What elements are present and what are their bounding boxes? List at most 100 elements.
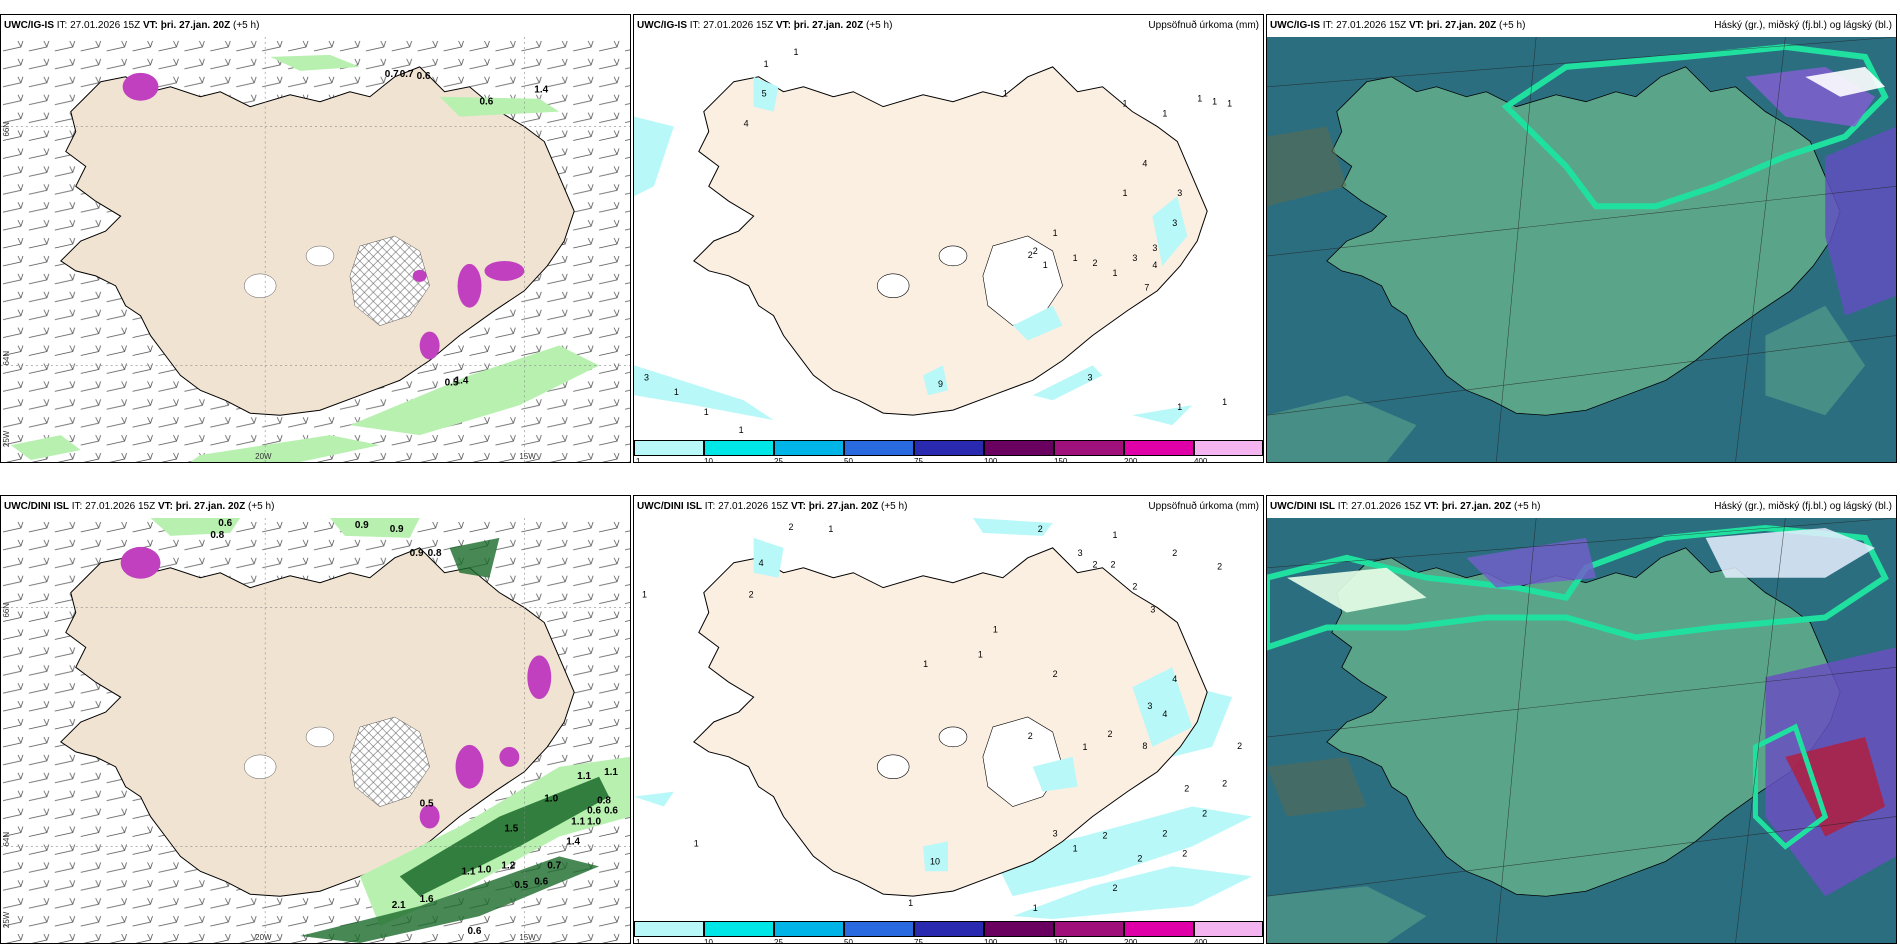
panel-header: UWC/IG-IS IT: 27.01.2026 15Z VT: þri. 27… xyxy=(634,15,1263,37)
lon-label: 15W xyxy=(519,452,536,461)
precip-label: 1 xyxy=(1053,228,1058,238)
colorbar-tick: 75 xyxy=(914,938,923,944)
precip-area xyxy=(634,365,774,421)
colorbar-swatch xyxy=(844,921,914,937)
map-area[interactable]: 1 5 4 1 1 1 1 1 1 1 4 1 3 3 3 2 1 3 2 1 … xyxy=(634,37,1263,438)
colorbar: 1 10 25 50 75 100 150 200 400 xyxy=(634,438,1263,462)
model-name: UWC/DINI ISL xyxy=(1270,501,1335,512)
header-left: UWC/IG-IS IT: 27.01.2026 15Z VT: þri. 27… xyxy=(637,20,893,31)
precip-area xyxy=(1152,196,1188,266)
precip-label: 9 xyxy=(938,379,943,389)
init-time: 27.01.2026 15Z xyxy=(718,501,789,512)
colorbar: 1 10 25 50 75 100 150 200 400 xyxy=(634,919,1263,943)
header-left: UWC/DINI ISL IT: 27.01.2026 15Z VT: þri.… xyxy=(637,501,908,512)
contour-label: 0.9 xyxy=(390,524,404,535)
map-area[interactable]: 0.6 0.8 0.9 0.9 0.9 0.8 1.1 1.0 0.8 0.6 … xyxy=(1,518,630,943)
precip-label: 1 xyxy=(1043,260,1048,270)
precip-cell xyxy=(122,72,159,101)
low-cloud xyxy=(1267,395,1417,462)
precip-label: 1 xyxy=(694,838,699,848)
contour-label: 1.4 xyxy=(534,85,548,96)
contour-label: 0.6 xyxy=(468,926,482,937)
colorbar-tick: 50 xyxy=(844,938,853,944)
colorbar-tick: 75 xyxy=(914,457,923,463)
valid-time: þri. 27.jan. 20Z xyxy=(175,501,246,512)
glacier xyxy=(938,726,968,748)
panel-dini-clouds: UWC/DINI ISL IT: 27.01.2026 15Z VT: þri.… xyxy=(1266,495,1897,944)
colorbar-tick: 50 xyxy=(844,457,853,463)
precip-band-heavy xyxy=(399,776,610,897)
header-left: UWC/IG-IS IT: 27.01.2026 15Z VT: þri. 27… xyxy=(4,20,260,31)
header-left: UWC/DINI ISL IT: 27.01.2026 15Z VT: þri.… xyxy=(1270,501,1541,512)
precip-label: 1 xyxy=(642,590,647,600)
low-cloud xyxy=(1267,126,1347,207)
colorbar-swatch xyxy=(1194,921,1263,937)
hatch-snow xyxy=(349,236,430,326)
field-title: Háský (gr.), miðský (fj.bl.) og lágský (… xyxy=(1714,501,1892,512)
contour-label: 1.4 xyxy=(566,836,580,847)
glacier xyxy=(876,754,910,779)
precip-area xyxy=(972,518,1053,536)
contour-label: 1.0 xyxy=(544,794,558,805)
colorbar-tick: 100 xyxy=(984,938,998,944)
precip-label: 2 xyxy=(1132,582,1137,592)
map-svg: 0.6 0.8 0.9 0.9 0.9 0.8 1.1 1.0 0.8 0.6 … xyxy=(1,518,630,943)
precip-label: 1 xyxy=(764,59,769,69)
precip-label: 3 xyxy=(1078,548,1083,558)
precip-label: 1 xyxy=(1122,99,1127,109)
map-area[interactable] xyxy=(1267,518,1896,943)
map-svg: 0.7 0.7 0.6 0.6 1.4 1.4 0.5 20W 15W 66N … xyxy=(1,37,630,462)
colorbar-swatch xyxy=(1124,921,1194,937)
glacier-langjokull xyxy=(243,273,277,299)
valid-time: þri. 27.jan. 20Z xyxy=(808,501,879,512)
panel-igis-precip: UWC/IG-IS IT: 27.01.2026 15Z VT: þri. 27… xyxy=(633,14,1264,463)
precip-label: 8 xyxy=(1142,741,1147,751)
contour-label: 1.1 xyxy=(604,767,618,778)
precip-label: 1 xyxy=(1073,843,1078,853)
panel-header: UWC/DINI ISL IT: 27.01.2026 15Z VT: þri.… xyxy=(634,496,1263,518)
precip-band xyxy=(190,435,380,462)
precip-label: 3 xyxy=(1172,218,1177,228)
precip-label: 4 xyxy=(1162,709,1167,719)
precip-band xyxy=(439,96,560,117)
precip-label: 2 xyxy=(1028,731,1033,741)
precip-label: 2 xyxy=(1038,524,1043,534)
precip-label: 2 xyxy=(1222,779,1227,789)
precip-label: 1 xyxy=(978,649,983,659)
panel-header: UWC/IG-IS IT: 27.01.2026 15Z VT: þri. 27… xyxy=(1267,15,1896,37)
panel-header: UWC/DINI ISL IT: 27.01.2026 15Z VT: þri.… xyxy=(1,496,630,518)
panel-dini-precip: UWC/DINI ISL IT: 27.01.2026 15Z VT: þri.… xyxy=(633,495,1264,944)
contour-label: 0.6 xyxy=(218,518,232,529)
contour-label: 0.8 xyxy=(428,548,442,559)
init-time: 27.01.2026 15Z xyxy=(1336,20,1407,31)
header-left: UWC/IG-IS IT: 27.01.2026 15Z VT: þri. 27… xyxy=(1270,20,1526,31)
hatch-snow xyxy=(349,717,430,807)
lon-label: 15W xyxy=(519,933,536,942)
precip-label: 4 xyxy=(1142,158,1147,168)
contour-label: 0.8 xyxy=(597,796,611,807)
map-area[interactable]: 2 1 4 2 1 2 1 3 2 2 2 2 2 1 3 1 1 2 4 3 … xyxy=(634,518,1263,919)
precip-cell xyxy=(457,263,482,308)
map-svg xyxy=(1267,37,1896,462)
map-area[interactable] xyxy=(1267,37,1896,462)
precip-label: 2 xyxy=(1110,560,1115,570)
field-title: Uppsöfnuð úrkoma (mm) xyxy=(1148,501,1259,512)
iceland-land xyxy=(693,66,1208,416)
map-area[interactable]: 0.7 0.7 0.6 0.6 1.4 1.4 0.5 20W 15W 66N … xyxy=(1,37,630,462)
colorbar-tick: 25 xyxy=(774,938,783,944)
valid-time: þri. 27.jan. 20Z xyxy=(793,20,864,31)
colorbar-swatch xyxy=(1054,440,1124,456)
precip-label: 4 xyxy=(1172,674,1177,684)
precip-label: 2 xyxy=(1112,883,1117,893)
contour-label: 0.7 xyxy=(547,860,561,871)
lat-label: 25W xyxy=(2,430,11,447)
precip-label: 1 xyxy=(908,898,913,908)
init-time: 27.01.2026 15Z xyxy=(85,501,156,512)
precip-cell xyxy=(499,746,520,767)
precip-label: 1 xyxy=(828,524,833,534)
precip-area xyxy=(1032,365,1103,401)
precip-label: 2 xyxy=(1103,830,1108,840)
precip-label: 2 xyxy=(1217,562,1222,572)
lat-label: 66N xyxy=(2,603,11,618)
lead-time: (+5 h) xyxy=(1499,20,1526,31)
